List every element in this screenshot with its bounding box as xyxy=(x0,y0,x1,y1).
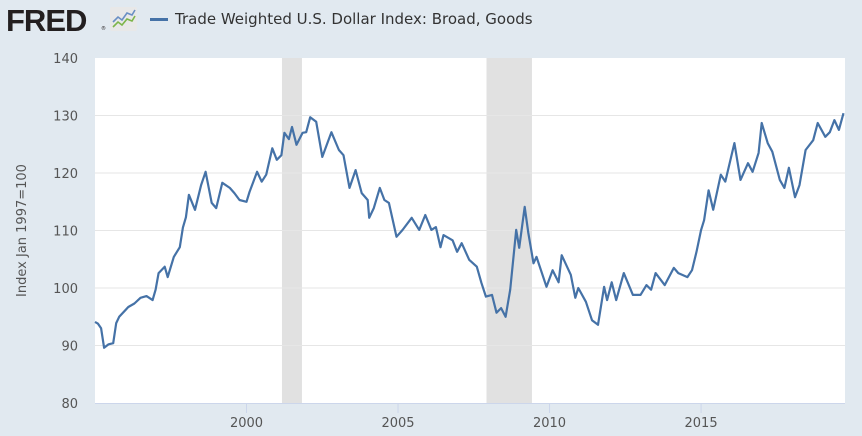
y-tick-label: 90 xyxy=(61,340,78,355)
x-tick-label: 2015 xyxy=(685,416,718,431)
legend-swatch xyxy=(150,17,168,21)
y-tick-label: 80 xyxy=(61,397,78,412)
x-tick-label: 2005 xyxy=(381,416,414,431)
y-axis-title: Index Jan 1997=100 xyxy=(15,164,30,297)
fred-logo[interactable]: FRED xyxy=(6,3,87,39)
line-chart-icon xyxy=(110,7,137,31)
x-tick-label: 2010 xyxy=(533,416,566,431)
y-tick-label: 120 xyxy=(53,167,78,182)
x-tick-label: 2000 xyxy=(230,416,263,431)
legend-label[interactable]: Trade Weighted U.S. Dollar Index: Broad,… xyxy=(175,10,533,28)
y-tick-label: 130 xyxy=(53,110,78,125)
registered-mark: ® xyxy=(101,26,106,32)
series-line[interactable] xyxy=(94,112,845,349)
chart-header: FRED ® Trade Weighted U.S. Dollar Index:… xyxy=(0,0,862,44)
y-tick-label: 140 xyxy=(53,52,78,67)
series-layer xyxy=(94,112,845,349)
axes: 80 90 100 110 120 130 140 2000 2005 2010 2015 xyxy=(53,52,845,431)
y-tick-label: 110 xyxy=(53,225,78,240)
gridlines xyxy=(95,115,845,346)
y-tick-label: 100 xyxy=(53,282,78,297)
fred-logo-text: FRED xyxy=(6,3,87,38)
legend: Trade Weighted U.S. Dollar Index: Broad,… xyxy=(150,10,533,28)
